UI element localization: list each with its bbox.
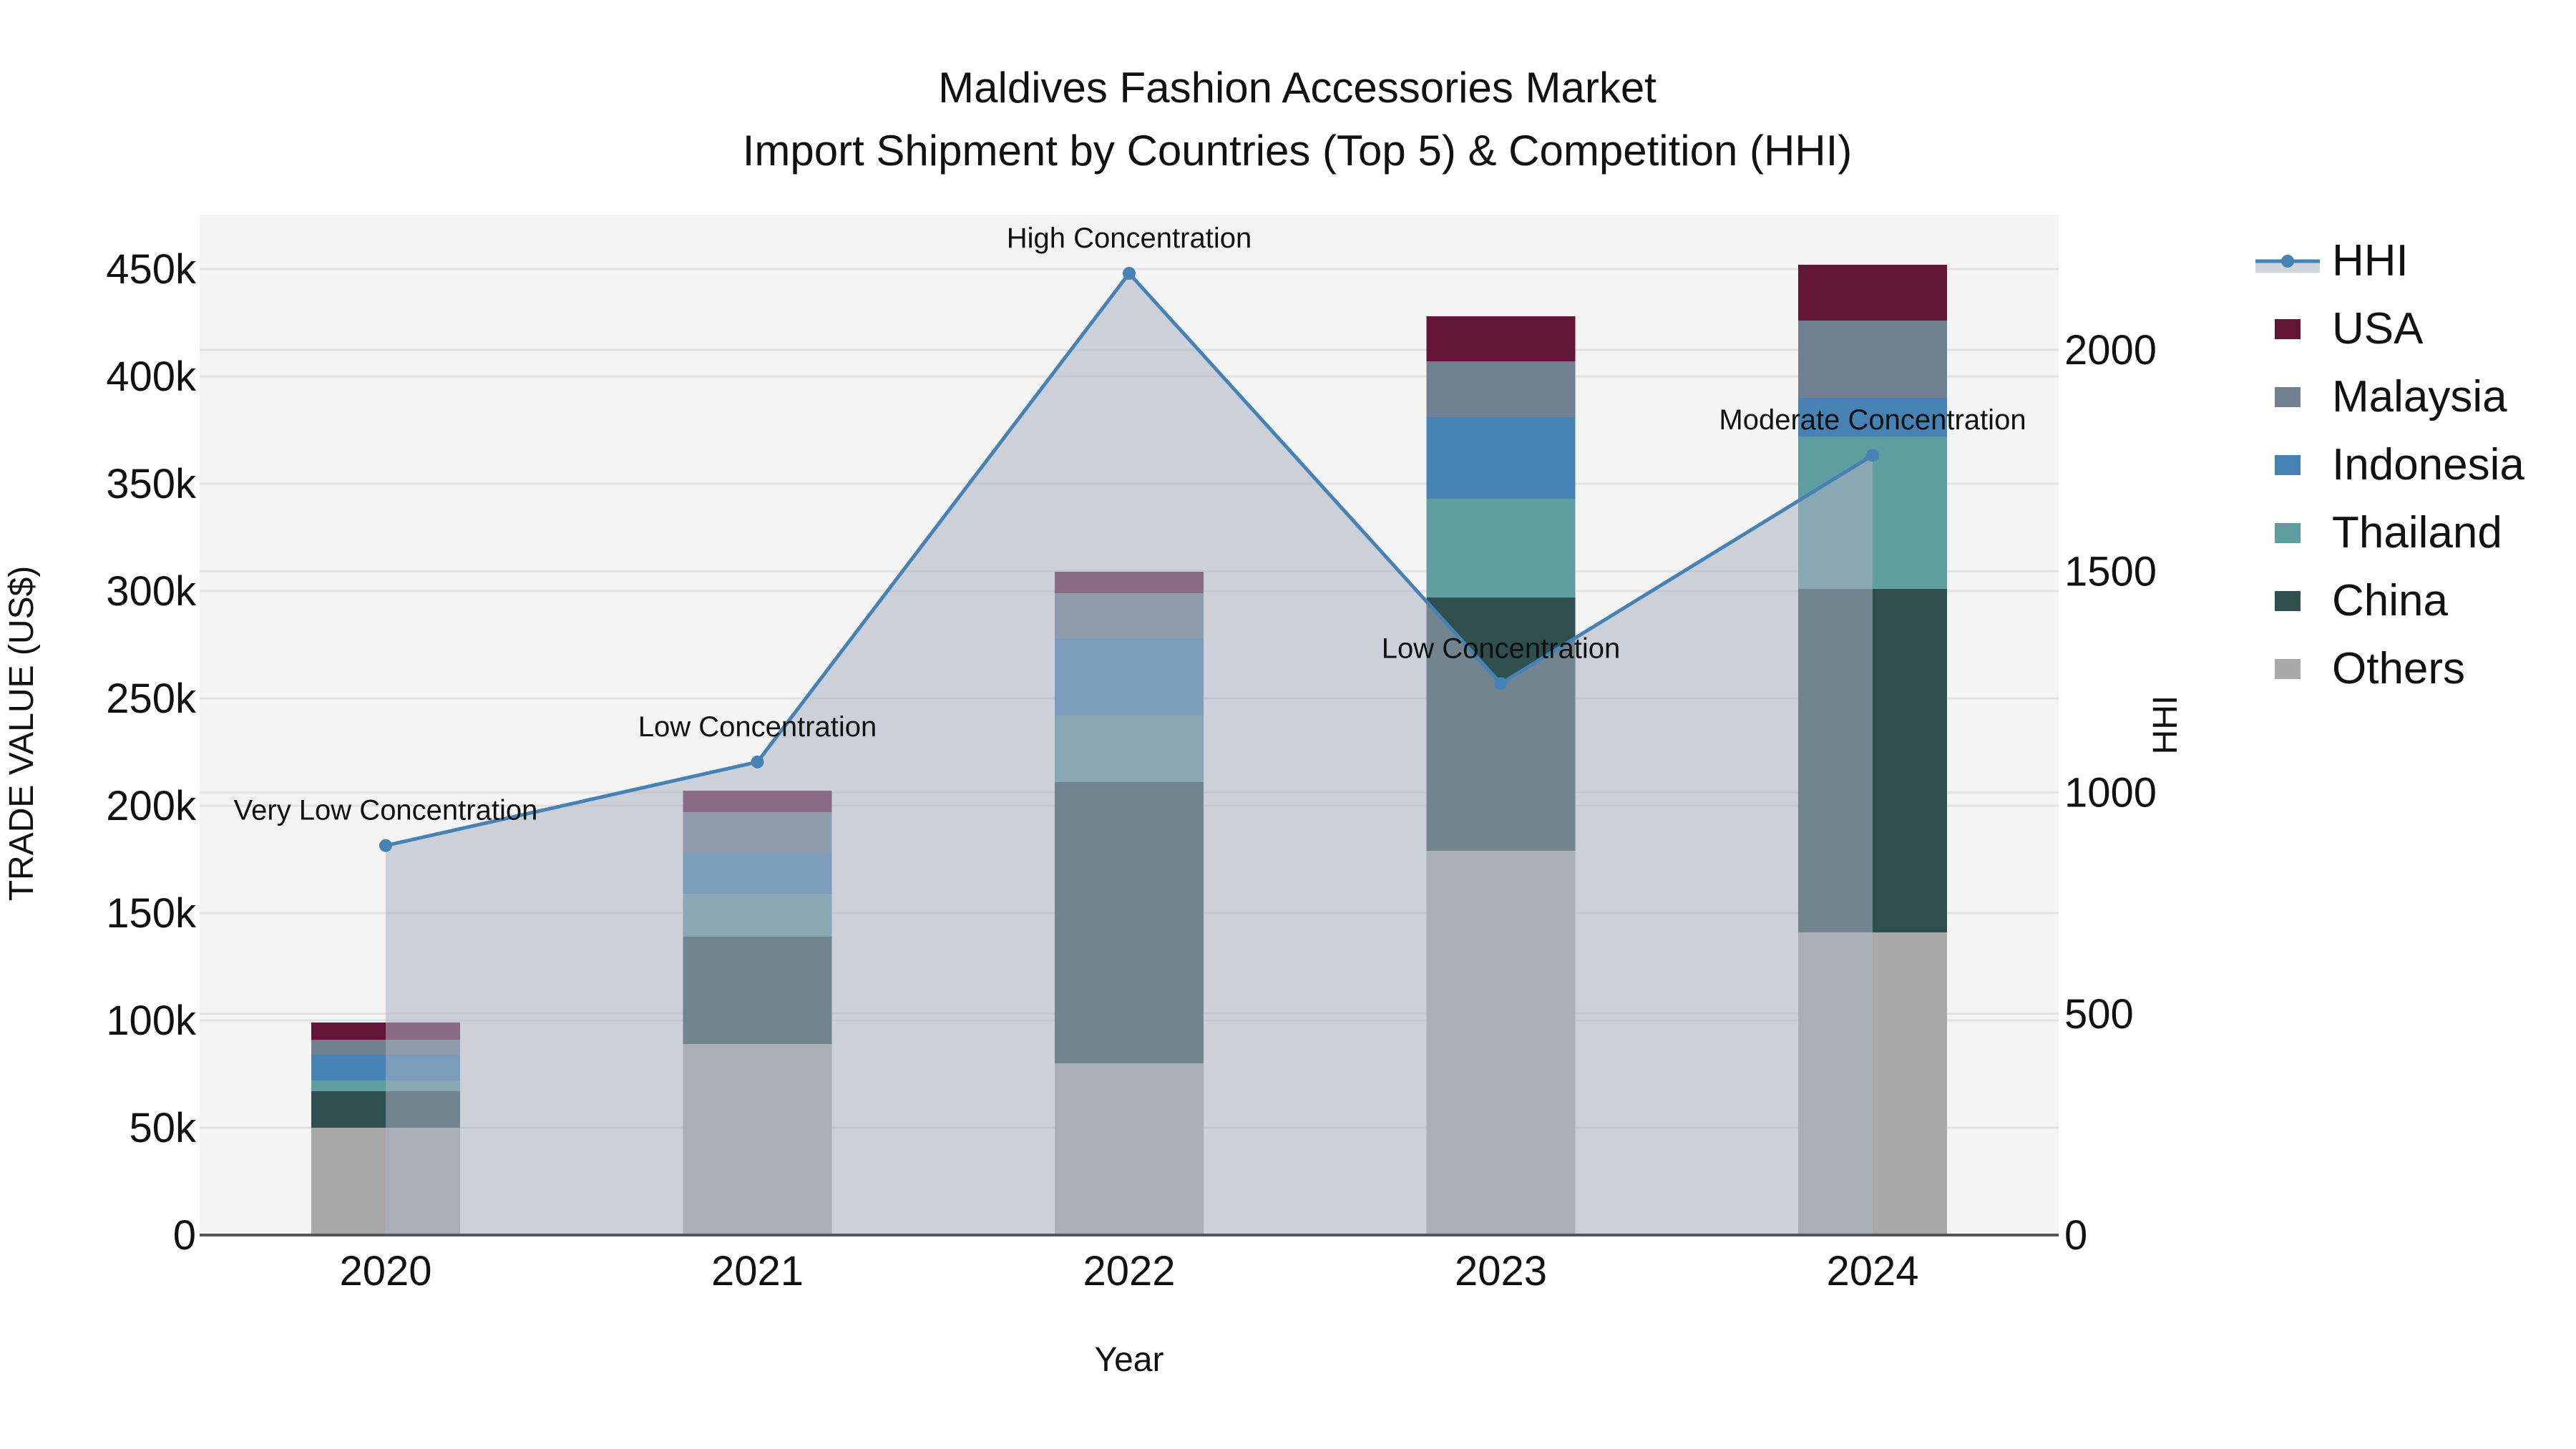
legend-swatch-icon: [2275, 387, 2301, 407]
y-left-tick: 200k: [106, 783, 197, 829]
x-tick-2021: 2021: [711, 1248, 804, 1294]
hhi-marker[interactable]: [1494, 677, 1508, 691]
y-right-tick: 1500: [2064, 548, 2157, 595]
chart-title-line1: Maldives Fashion Accessories Market: [938, 64, 1657, 112]
y-left-tick: 300k: [106, 568, 197, 615]
legend-label: China: [2332, 576, 2449, 625]
bar-segment-indonesia[interactable]: [1798, 398, 1947, 436]
bar-segment-usa[interactable]: [1798, 265, 1947, 321]
hhi-markers: [379, 266, 1879, 852]
y-left-tick: 450k: [106, 246, 197, 293]
legend: HHI USA Malaysia Indonesia Thailand China Othe…: [2255, 236, 2524, 693]
y-left-tick: 150k: [106, 890, 197, 937]
legend-item-china[interactable]: China: [2275, 576, 2449, 625]
legend-swatch-icon: [2275, 591, 2301, 611]
hhi-marker[interactable]: [751, 755, 764, 769]
legend-swatch-icon: [2275, 319, 2301, 339]
annotation-2023: Low Concentration: [1382, 633, 1621, 664]
legend-label: Indonesia: [2332, 440, 2524, 489]
legend-label: USA: [2332, 304, 2424, 353]
y-right-tick-labels: 0 500 1000 1500 2000: [2064, 327, 2157, 1259]
hhi-marker[interactable]: [1123, 266, 1136, 280]
annotation-2021: Low Concentration: [638, 711, 877, 743]
legend-item-indonesia[interactable]: Indonesia: [2275, 440, 2524, 489]
y-left-tick: 400k: [106, 353, 197, 400]
legend-label: Malaysia: [2332, 372, 2507, 421]
annotation-2024: Moderate Concentration: [1719, 404, 2026, 436]
x-tick-2023: 2023: [1455, 1248, 1547, 1294]
legend-swatch-icon: [2275, 523, 2301, 543]
legend-item-others[interactable]: Others: [2275, 644, 2465, 693]
x-tick-labels: 2020 2021 2022 2023 2024: [339, 1248, 1918, 1294]
annotation-2020: Very Low Concentration: [234, 795, 538, 826]
y-right-tick: 2000: [2064, 327, 2157, 374]
y-left-tick: 250k: [106, 675, 197, 722]
x-tick-2020: 2020: [339, 1248, 431, 1294]
chart-title-line2: Import Shipment by Countries (Top 5) & C…: [743, 127, 1853, 175]
bar-segment-indonesia[interactable]: [1426, 417, 1576, 499]
y-right-tick: 500: [2064, 991, 2134, 1038]
y-left-tick-labels: 0 50k 100k 150k 200k 250k 300k 350k 400k 450k: [106, 246, 197, 1259]
y-right-axis-title: HHI: [2147, 696, 2185, 755]
y-right-tick: 0: [2064, 1212, 2087, 1259]
y-right-tick: 1000: [2064, 770, 2157, 816]
y-left-tick: 50k: [129, 1105, 197, 1151]
x-tick-2024: 2024: [1826, 1248, 1918, 1294]
hhi-marker[interactable]: [379, 839, 392, 852]
legend-item-usa[interactable]: USA: [2275, 304, 2424, 353]
legend-swatch-icon: [2275, 455, 2301, 475]
legend-item-hhi[interactable]: HHI: [2255, 236, 2409, 286]
y-left-tick: 350k: [106, 461, 197, 507]
bar-segment-thailand[interactable]: [1426, 499, 1576, 597]
concentration-annotations: Very Low Concentration Low Concentration H…: [234, 223, 2026, 826]
bar-segment-malaysia[interactable]: [1798, 321, 1947, 398]
y-left-axis-title: TRADE VALUE (US$): [3, 566, 41, 902]
legend-label: HHI: [2332, 236, 2409, 286]
y-left-tick: 0: [173, 1212, 196, 1259]
x-axis-title: Year: [1095, 1341, 1164, 1379]
legend-item-thailand[interactable]: Thailand: [2275, 508, 2502, 557]
hhi-legend-marker-icon: [2281, 255, 2294, 268]
y-left-tick: 100k: [106, 997, 197, 1044]
legend-label: Thailand: [2332, 508, 2502, 557]
hhi-area-fill: [386, 273, 1873, 1235]
bar-segment-malaysia[interactable]: [1426, 361, 1576, 417]
legend-swatch-icon: [2275, 659, 2301, 679]
annotation-2022: High Concentration: [1007, 223, 1252, 254]
legend-label: Others: [2332, 644, 2465, 693]
bar-segment-usa[interactable]: [1426, 316, 1576, 361]
hhi-marker[interactable]: [1866, 449, 1879, 462]
x-tick-2022: 2022: [1083, 1248, 1175, 1294]
legend-item-malaysia[interactable]: Malaysia: [2275, 372, 2507, 421]
